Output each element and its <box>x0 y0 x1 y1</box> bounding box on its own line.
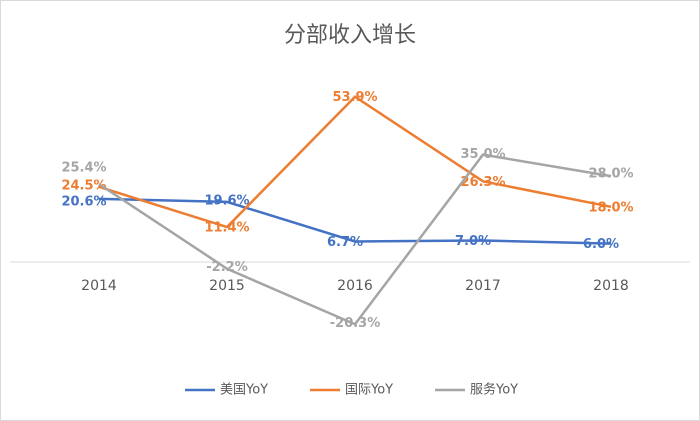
data-label: 20.6% <box>61 194 106 209</box>
data-label: 19.6% <box>204 193 249 208</box>
data-label: 18.0% <box>588 200 633 215</box>
series-line <box>98 197 612 245</box>
data-label: -20.3% <box>330 316 381 331</box>
data-label: 53.9% <box>332 90 377 105</box>
data-label: 25.4% <box>61 161 106 176</box>
legend-label: 国际YoY <box>345 383 393 398</box>
data-label: 7.0% <box>455 234 491 249</box>
data-label: 11.4% <box>204 221 249 236</box>
data-label: -2.2% <box>206 260 247 275</box>
x-tick-label: 2017 <box>465 278 501 294</box>
x-tick-label: 2016 <box>337 278 373 294</box>
data-label: 6.7% <box>327 235 363 250</box>
legend-label: 服务YoY <box>470 382 518 398</box>
series-line <box>98 153 612 326</box>
chart-title: 分部收入增长 <box>284 23 416 48</box>
x-tick-label: 2018 <box>593 278 629 294</box>
x-tick-label: 2014 <box>81 278 117 294</box>
series-line <box>98 95 612 229</box>
legend-label: 美国YoY <box>220 383 268 398</box>
data-label: 6.0% <box>583 237 619 252</box>
data-label: 24.5% <box>61 178 106 193</box>
data-label: 28.0% <box>588 167 633 182</box>
data-label: 35.0% <box>460 147 505 162</box>
x-tick-label: 2015 <box>209 278 245 294</box>
data-label: 26.3% <box>460 175 505 190</box>
